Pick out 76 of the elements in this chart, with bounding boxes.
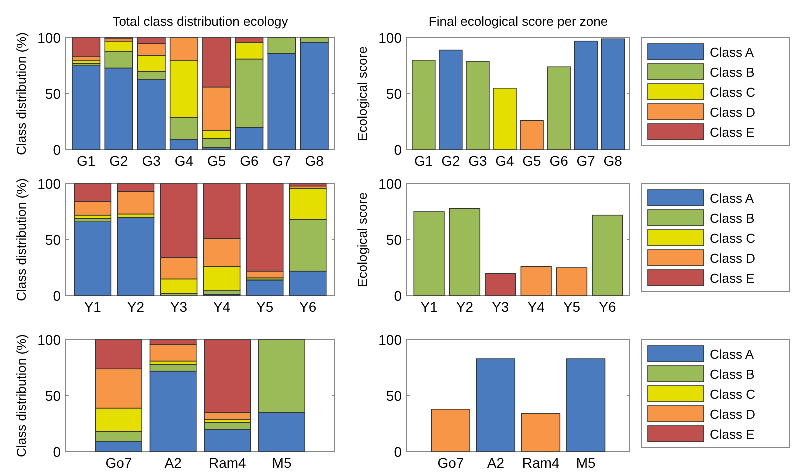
legend-label: Class C xyxy=(710,231,756,246)
legend-label: Class D xyxy=(710,407,756,422)
x-tick-label: Go7 xyxy=(106,455,132,471)
x-tick-label: Y6 xyxy=(599,299,616,315)
legend-label: Class D xyxy=(710,105,756,120)
x-tick-label: G4 xyxy=(174,153,194,169)
legend-label: Class A xyxy=(710,191,754,206)
y-axis-title: Class distribution (%) xyxy=(14,32,29,156)
y-tick-label: 50 xyxy=(386,388,402,404)
y-tick-label: 0 xyxy=(394,288,402,304)
y-tick-label: 100 xyxy=(38,332,62,348)
x-tick-label: G2 xyxy=(442,153,460,169)
x-tick-label: A2 xyxy=(487,455,505,471)
x-tick-label: G1 xyxy=(414,153,434,169)
x-tick-label: G3 xyxy=(142,153,162,169)
y-tick-label: 50 xyxy=(45,388,62,404)
x-tick-label: M5 xyxy=(576,455,596,471)
y-tick-label: 0 xyxy=(53,288,62,304)
x-tick-label: G6 xyxy=(240,153,259,169)
legend-label: Class E xyxy=(710,427,756,442)
y-tick-label: 50 xyxy=(386,86,402,102)
legend-label: Class A xyxy=(710,45,754,60)
y-tick-label: 0 xyxy=(394,142,402,158)
chart-title: Total class distribution ecology xyxy=(112,14,289,29)
y-tick-label: 100 xyxy=(378,332,402,348)
x-tick-label: Y5 xyxy=(256,299,274,315)
y-tick-label: 50 xyxy=(386,232,402,248)
x-tick-label: Y2 xyxy=(127,299,145,315)
x-tick-label: G8 xyxy=(305,153,324,169)
y-tick-label: 0 xyxy=(53,142,62,158)
x-tick-label: Y4 xyxy=(528,299,546,315)
legend-label: Class E xyxy=(710,271,756,286)
legend-label: Class E xyxy=(710,125,756,140)
x-tick-label: Y1 xyxy=(84,299,102,315)
legend-label: Class B xyxy=(710,65,755,80)
y-tick-label: 100 xyxy=(378,176,402,192)
x-tick-label: M5 xyxy=(272,455,292,471)
legend-label: Class C xyxy=(710,85,756,100)
legend-label: Class B xyxy=(710,211,755,226)
y-axis-title: Ecological score xyxy=(355,46,370,142)
y-tick-label: 100 xyxy=(38,176,62,192)
y-axis-title: Ecological score xyxy=(355,192,370,288)
x-tick-label: A2 xyxy=(164,455,182,471)
y-tick-label: 50 xyxy=(45,86,62,102)
x-tick-label: Y3 xyxy=(170,299,188,315)
y-tick-label: 100 xyxy=(378,30,402,46)
y-tick-label: 100 xyxy=(38,30,62,46)
legend-label: Class A xyxy=(710,347,754,362)
x-tick-label: G5 xyxy=(207,153,226,169)
x-tick-label: Y3 xyxy=(492,299,510,315)
legend-label: Class D xyxy=(710,251,756,266)
x-tick-label: Y6 xyxy=(300,299,317,315)
y-tick-label: 50 xyxy=(45,232,62,248)
x-tick-label: Ram4 xyxy=(522,455,560,471)
x-tick-label: G2 xyxy=(110,153,129,169)
y-tick-label: 0 xyxy=(53,444,62,460)
x-tick-label: G5 xyxy=(522,153,542,169)
x-tick-label: Y2 xyxy=(456,299,474,315)
x-tick-label: G7 xyxy=(576,153,596,169)
x-tick-label: G1 xyxy=(77,153,96,169)
chart-title: Final ecological score per zone xyxy=(428,14,608,29)
y-tick-label: 0 xyxy=(394,444,402,460)
x-tick-label: G4 xyxy=(496,153,515,169)
x-tick-label: Y4 xyxy=(213,299,231,315)
y-axis-title: Class distribution (%) xyxy=(14,334,29,458)
legend-label: Class B xyxy=(710,367,755,382)
x-tick-label: Go7 xyxy=(438,455,464,471)
x-tick-label: Y1 xyxy=(420,299,438,315)
x-tick-label: G8 xyxy=(604,153,623,169)
x-tick-label: Ram4 xyxy=(208,455,247,471)
x-tick-label: G7 xyxy=(272,153,292,169)
x-tick-label: Y5 xyxy=(563,299,581,315)
y-axis-title: Class distribution (%) xyxy=(14,178,29,302)
x-tick-label: G6 xyxy=(550,153,569,169)
legend-label: Class C xyxy=(710,387,756,402)
x-tick-label: G3 xyxy=(468,153,488,169)
